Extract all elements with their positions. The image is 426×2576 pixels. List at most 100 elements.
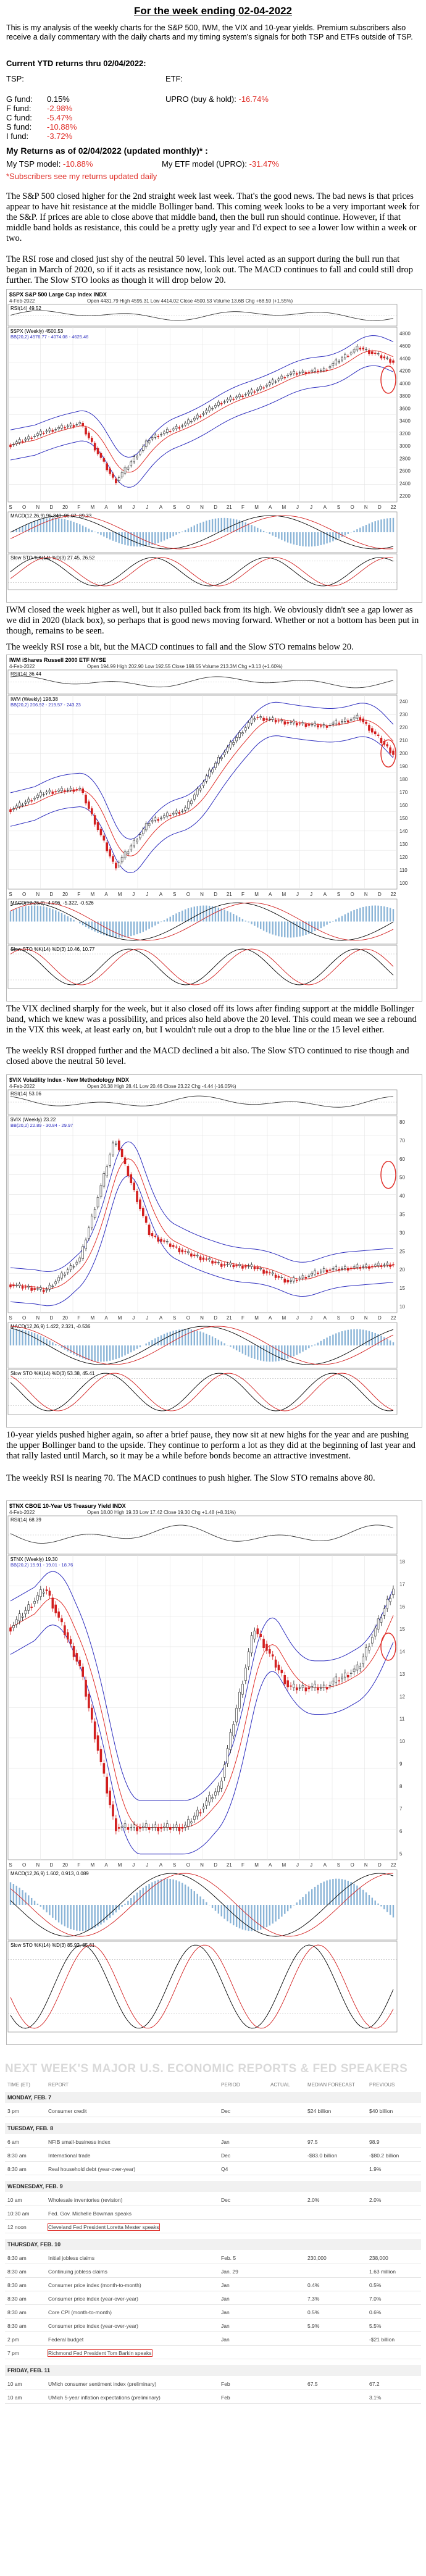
x-tick-label: D xyxy=(50,504,54,510)
macd-bar xyxy=(374,905,376,922)
macd-bar xyxy=(230,912,232,922)
macd-bar xyxy=(76,523,78,532)
macd-bar xyxy=(91,921,93,930)
candle xyxy=(96,1197,99,1208)
macd-bar xyxy=(254,1345,256,1359)
candle xyxy=(93,1721,96,1739)
candle xyxy=(109,468,111,474)
candle xyxy=(349,352,353,354)
candle xyxy=(33,436,36,437)
candle xyxy=(226,399,229,401)
macd-bar xyxy=(332,1334,334,1345)
macd-bar xyxy=(214,906,217,922)
candle xyxy=(172,1245,175,1247)
candle xyxy=(120,1148,123,1157)
macd-bar xyxy=(220,1341,222,1345)
x-tick-label: N xyxy=(200,1862,204,1868)
macd-bar xyxy=(40,1905,42,1907)
calendar-row: 8:30 am Continuing jobless claims Jan. 29 1… xyxy=(5,2266,421,2278)
macd-bar xyxy=(257,921,259,928)
macd-bar xyxy=(389,908,391,922)
candle xyxy=(199,787,202,791)
my-tsp-label: My TSP model: xyxy=(6,159,61,169)
candle xyxy=(36,795,39,798)
candle xyxy=(232,1265,235,1268)
macd-bar xyxy=(368,1895,370,1905)
moving-average xyxy=(10,1158,394,1289)
calendar-cell: 98.9 xyxy=(369,2139,380,2145)
macd-bar xyxy=(284,1905,286,1914)
macd-bar xyxy=(241,1905,244,1930)
candle xyxy=(127,851,130,855)
calendar-cell: UMich 5-year inflation expectations (pre… xyxy=(48,2394,161,2401)
candle xyxy=(40,1287,42,1290)
macd-bar xyxy=(332,921,334,922)
macd-bar xyxy=(259,1905,262,1930)
candle xyxy=(202,782,205,786)
candle xyxy=(181,1827,184,1829)
macd-bar xyxy=(121,1345,123,1357)
candle xyxy=(190,421,193,422)
macd-bar xyxy=(223,1343,225,1345)
macd-panel xyxy=(7,1322,398,1369)
macd-bar xyxy=(94,921,96,932)
macd-bar xyxy=(40,519,42,532)
macd-bar xyxy=(374,1901,376,1905)
macd-bar xyxy=(172,532,174,537)
macd-bar xyxy=(15,1886,17,1905)
candle xyxy=(359,348,362,349)
macd-bar xyxy=(88,1345,90,1361)
candle xyxy=(335,1676,338,1683)
macd-bar xyxy=(296,1902,298,1905)
macd-bar xyxy=(130,921,132,937)
candle xyxy=(48,429,51,432)
candle xyxy=(93,1209,96,1218)
candle xyxy=(325,1687,328,1690)
candle xyxy=(72,789,75,792)
fund-row: I fund: -3.72% xyxy=(6,132,72,141)
macd-bar xyxy=(61,1905,63,1925)
macd-bar xyxy=(362,1329,364,1345)
y-tick-label: 13 xyxy=(399,1671,405,1677)
candle xyxy=(157,819,160,821)
macd-bar xyxy=(142,532,144,546)
x-tick-label: J xyxy=(132,1862,135,1868)
candle xyxy=(295,1687,298,1691)
candle xyxy=(368,1646,370,1650)
macd-bar xyxy=(326,921,328,925)
candle xyxy=(109,1155,111,1166)
calendar-cell: -$80.2 billion xyxy=(369,2152,399,2159)
calendar-day-header: FRIDAY, FEB. 11 xyxy=(5,2365,421,2376)
macd-bar xyxy=(299,532,301,546)
x-tick-label: A xyxy=(269,504,272,510)
x-tick-label: N xyxy=(36,1315,40,1321)
macd-bar xyxy=(350,911,352,922)
y-tick-label: 6 xyxy=(399,1829,403,1834)
calendar-cell: 230,000 xyxy=(307,2255,327,2261)
macd-bar xyxy=(341,916,343,922)
macd-bar xyxy=(281,1345,283,1361)
macd-bar xyxy=(30,1897,33,1905)
macd-bar xyxy=(290,921,292,938)
macd-bar xyxy=(79,1345,81,1358)
x-tick-label: S xyxy=(173,1862,176,1868)
y-tick-label: 40 xyxy=(399,1194,405,1199)
candle xyxy=(130,1827,133,1828)
candle xyxy=(259,1633,262,1637)
calendar-cell: Jan xyxy=(221,2296,230,2302)
x-tick-label: D xyxy=(50,892,54,897)
candle xyxy=(205,409,208,413)
candle xyxy=(127,466,130,470)
macd-panel xyxy=(7,898,398,945)
calendar-cell: Consumer price index (month-to-month) xyxy=(48,2282,141,2288)
macd-bar xyxy=(142,921,144,932)
macd-bar xyxy=(302,1897,304,1905)
macd-bar xyxy=(359,908,361,922)
macd-bar xyxy=(79,1905,81,1931)
calendar-cell: Jan xyxy=(221,2309,230,2315)
macd-bar xyxy=(254,921,256,926)
macd-bar xyxy=(178,1329,180,1345)
x-tick-label: A xyxy=(324,504,327,510)
candle xyxy=(148,440,151,443)
x-tick-label: A xyxy=(104,892,108,897)
